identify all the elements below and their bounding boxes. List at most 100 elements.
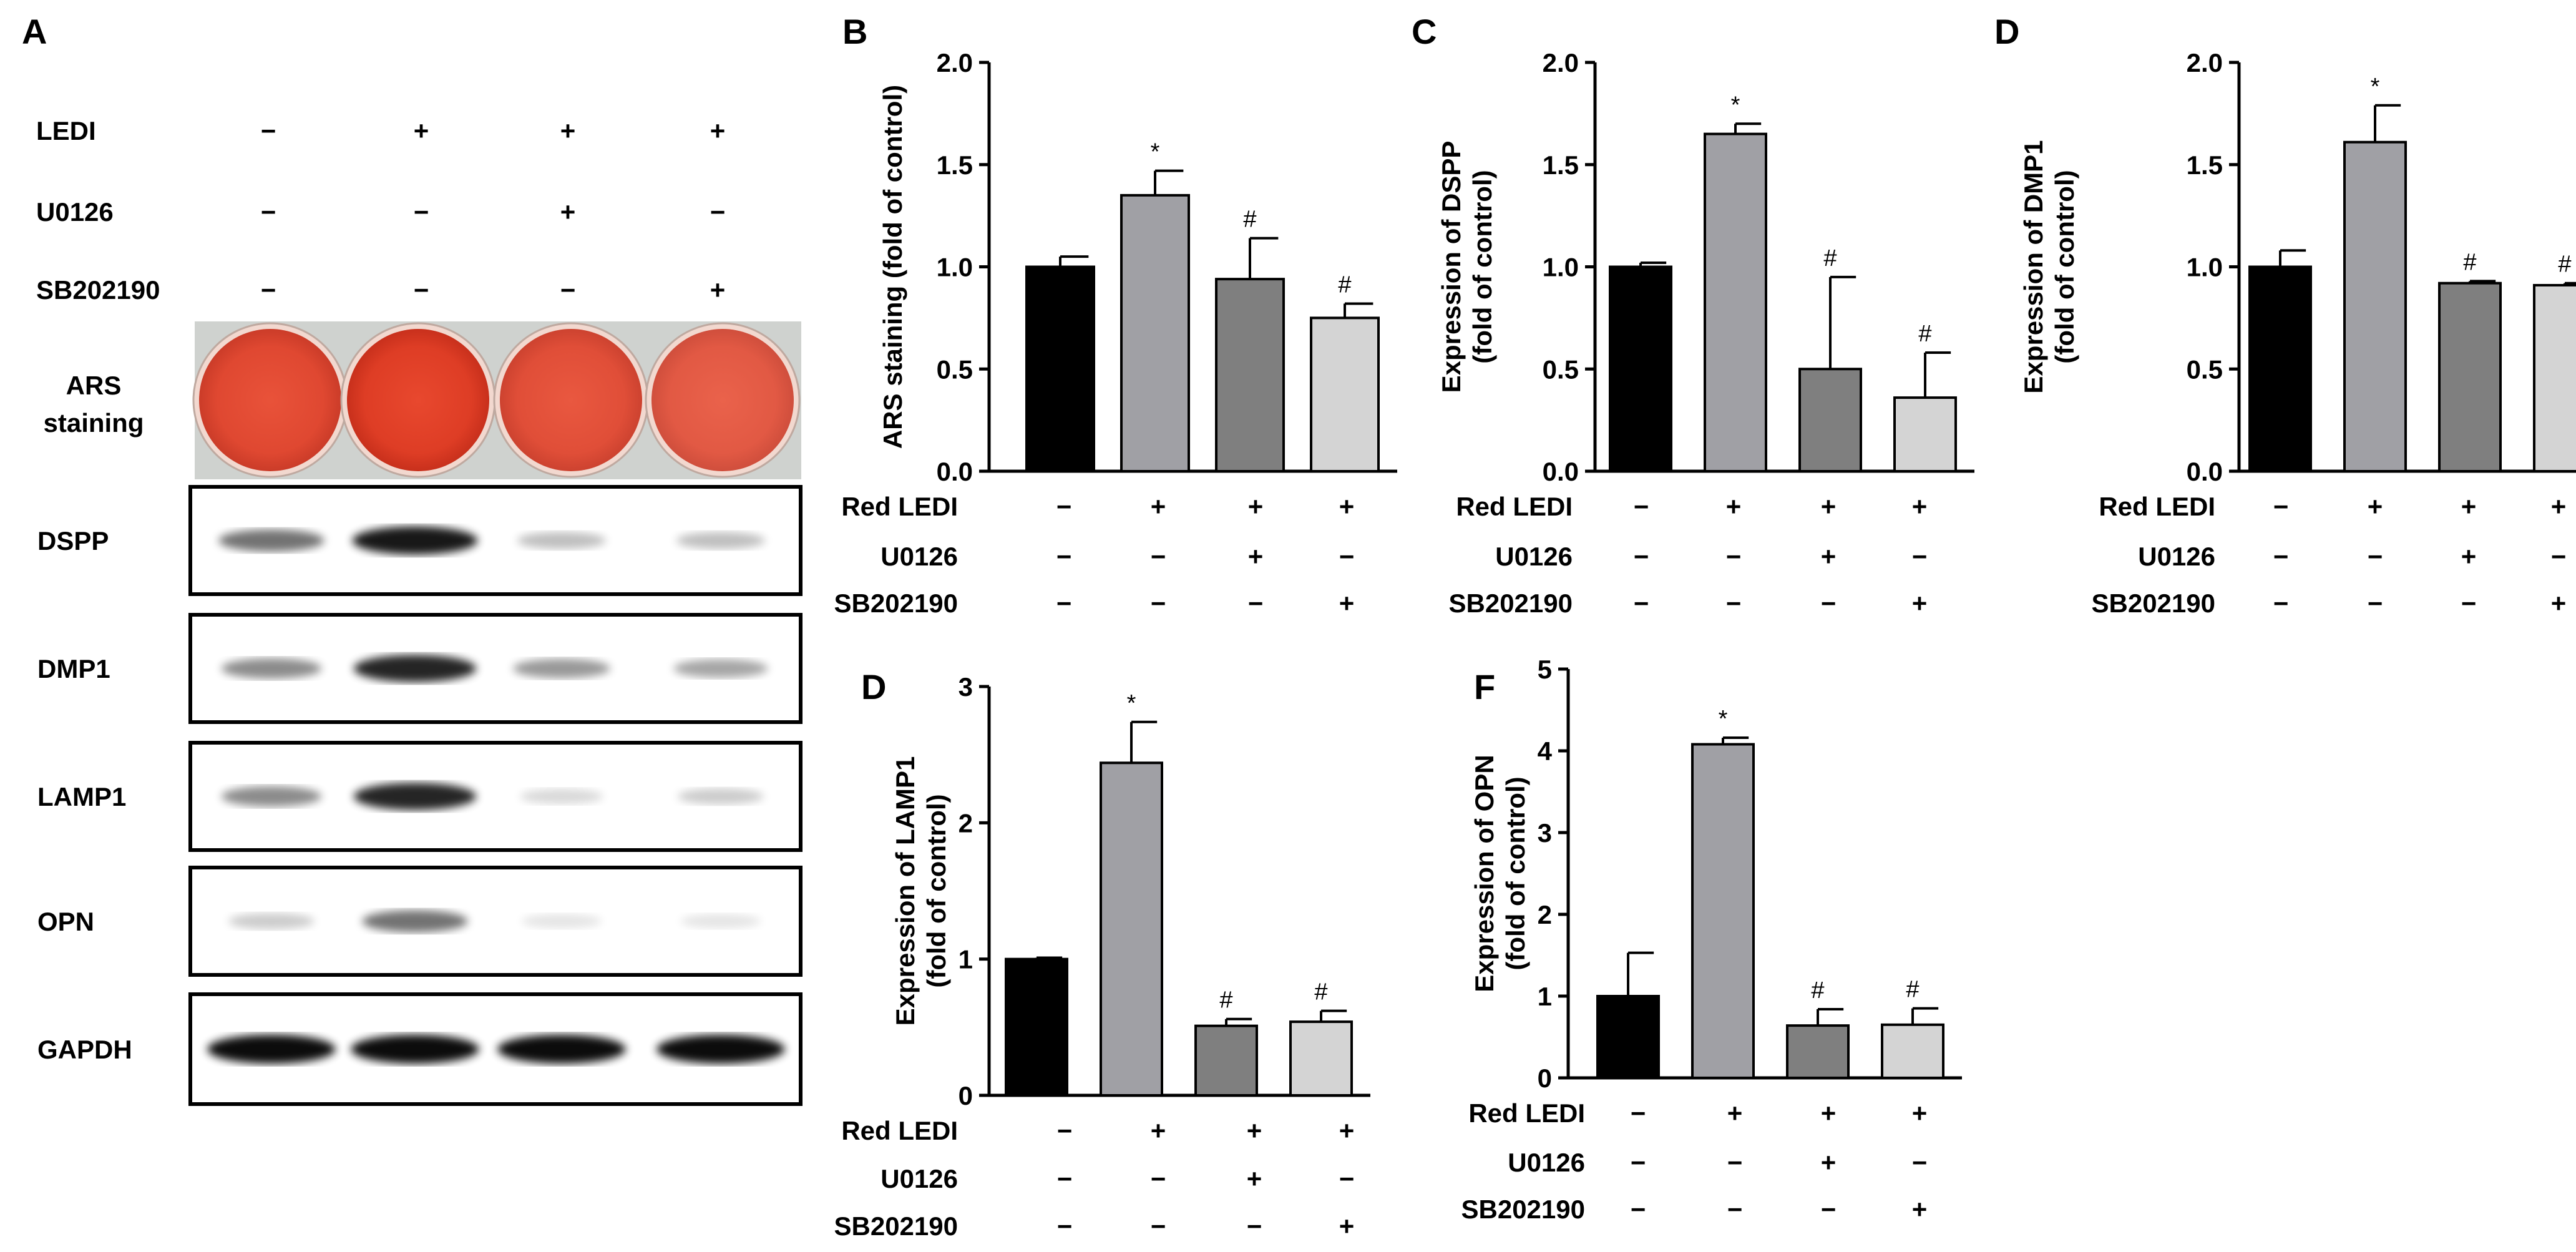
condition-sign: + [2461, 542, 2477, 571]
condition-label: U0126 [881, 1164, 958, 1193]
condition-label: Red LEDI [1468, 1098, 1585, 1128]
bar [1609, 265, 1672, 472]
y-axis-label: (fold of control) [2050, 170, 2079, 363]
condition-sign: − [2273, 492, 2289, 521]
y-tick-label: 5 [1538, 655, 1552, 684]
blot-band [352, 526, 478, 555]
y-tick-label: 0.5 [2187, 355, 2223, 384]
condition-sign: + [1912, 492, 1928, 521]
significance-mark: # [1314, 979, 1327, 1005]
condition-sign: − [1634, 589, 1649, 618]
condition-sign: − [1056, 589, 1072, 618]
blot-band [656, 1034, 785, 1064]
panel-letter: C [1412, 12, 1437, 51]
condition-label: SB202190 [834, 1211, 959, 1241]
condition-sign: − [1821, 1195, 1837, 1224]
panel-a: A LEDI − + + + U0126 − − + − SB202190 − − − + ARS stain… [22, 12, 803, 1106]
western-blots: DSPP DMP1 LAMP1 OPN GAPDH [37, 485, 803, 1106]
significance-mark: # [1219, 987, 1232, 1014]
condition-label: SB202190 [1461, 1195, 1586, 1224]
chart-d-lamp1: D 0 1 2 3 Expression of LAMP1 (fold of control… [834, 667, 1370, 1241]
significance-mark: * [1731, 92, 1740, 118]
bar [1596, 995, 1660, 1079]
condition-sign: − [1151, 1211, 1166, 1241]
y-tick-label: 0.5 [1543, 355, 1579, 384]
condition-sign: + [2551, 492, 2567, 521]
blot-band [521, 914, 602, 929]
bar [2533, 283, 2576, 472]
y-tick-label: 1.5 [937, 150, 973, 180]
panel-letter: D [1994, 12, 2019, 51]
condition-sign: − [1057, 1211, 1073, 1241]
condition-sign: + [710, 116, 726, 145]
y-tick-label: 1.0 [937, 253, 973, 282]
condition-sign: + [2551, 589, 2567, 618]
blot-band [497, 1034, 626, 1064]
condition-sign: + [1912, 589, 1928, 618]
chart-c: C 0.0 0.5 1.0 1.5 2.0 Expression of DSPP (fold … [1412, 12, 1974, 618]
y-tick-label: 1 [959, 945, 973, 974]
condition-sign: − [2368, 589, 2383, 618]
condition-sign: + [1726, 492, 1742, 521]
condition-sign: − [2551, 542, 2567, 571]
condition-label: SB202190 [36, 275, 160, 305]
blot-band [351, 1034, 479, 1064]
condition-sign: + [1821, 1148, 1837, 1177]
condition-sign: − [1339, 1164, 1355, 1193]
panel-letter-a: A [22, 12, 47, 51]
condition-label: U0126 [36, 197, 114, 227]
y-tick-label: 0.0 [937, 457, 973, 486]
condition-label: SB202190 [1449, 589, 1573, 618]
condition-label: Red LEDI [841, 1116, 958, 1145]
condition-sign: − [1726, 589, 1742, 618]
condition-sign: + [1821, 542, 1837, 571]
significance-mark: * [1151, 139, 1160, 165]
blot-band [362, 910, 468, 932]
condition-sign: − [1631, 1195, 1646, 1224]
chart-f: F 0 1 2 3 4 5 Expression of OPN (fold of control… [1461, 655, 1962, 1224]
bar [1215, 278, 1285, 472]
blot-label: OPN [37, 907, 94, 936]
condition-sign: + [1912, 1098, 1928, 1128]
bar [1786, 1024, 1850, 1080]
condition-sign: + [1727, 1098, 1743, 1128]
condition-sign: + [560, 116, 576, 145]
blot-band [218, 529, 324, 552]
y-axis-label: (fold of control) [922, 794, 951, 987]
blot-band [221, 786, 322, 807]
condition-sign: − [414, 197, 429, 227]
significance-mark: # [1906, 977, 1919, 1003]
y-axis-label: (fold of control) [1501, 776, 1530, 970]
significance-mark: # [1811, 977, 1824, 1004]
y-tick-label: 2.0 [2187, 48, 2223, 77]
condition-sign: − [710, 197, 726, 227]
y-tick-label: 3 [959, 672, 973, 702]
significance-mark: # [2463, 249, 2476, 275]
significance-mark: * [1719, 706, 1728, 732]
condition-sign: + [414, 116, 429, 145]
condition-sign: − [560, 275, 576, 305]
condition-sign: − [1634, 492, 1649, 521]
condition-label: U0126 [1508, 1148, 1585, 1177]
bar [2248, 265, 2312, 472]
blot-label: LAMP1 [37, 782, 126, 811]
y-tick-label: 0 [959, 1081, 973, 1110]
culture-dish-stain [500, 329, 642, 471]
condition-sign: + [1248, 492, 1264, 521]
bar [1120, 193, 1190, 472]
y-tick-label: 2 [1538, 900, 1552, 929]
y-axis-label: ARS staining (fold of control) [878, 85, 907, 449]
bar [1025, 265, 1095, 472]
condition-sign: − [1151, 1164, 1166, 1193]
condition-sign: − [414, 275, 429, 305]
bar [1310, 316, 1380, 472]
bar [2343, 140, 2407, 473]
y-tick-label: 4 [1538, 736, 1553, 766]
condition-sign: − [2273, 542, 2289, 571]
significance-mark: # [1918, 321, 1931, 347]
condition-label: Red LEDI [1456, 492, 1573, 521]
condition-label: U0126 [2138, 542, 2215, 571]
significance-mark: # [1823, 245, 1837, 271]
blot-band [228, 913, 315, 929]
